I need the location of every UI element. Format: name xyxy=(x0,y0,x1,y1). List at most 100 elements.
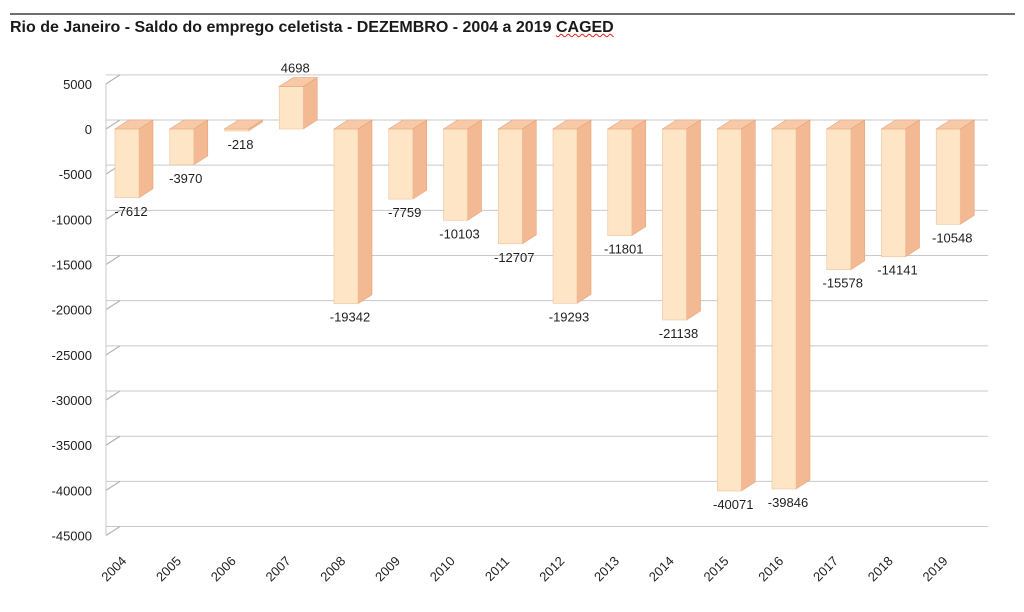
x-tick-label: 2015 xyxy=(701,553,732,584)
bar-top xyxy=(278,77,319,87)
x-tick-label: 2009 xyxy=(372,553,403,584)
bar-top xyxy=(223,119,264,130)
bar-side xyxy=(850,119,866,271)
bar-2016 xyxy=(770,119,812,490)
gridline-floor xyxy=(105,209,121,220)
bar-front xyxy=(662,128,687,321)
x-tick-label: 2010 xyxy=(427,553,458,584)
x-tick-label: 2006 xyxy=(208,553,239,584)
bar-2009 xyxy=(387,119,428,200)
bar-top xyxy=(770,119,812,130)
bar-top xyxy=(661,119,702,130)
bar-front xyxy=(388,128,414,200)
y-tick-label: -25000 xyxy=(52,348,92,363)
title-top-rule xyxy=(10,13,1015,15)
y-tick-label: -30000 xyxy=(52,393,92,408)
bar-side xyxy=(576,119,592,304)
y-tick-label: -40000 xyxy=(52,483,92,498)
bar-2019 xyxy=(935,119,976,225)
bar-side xyxy=(521,119,537,245)
gridline-floor xyxy=(105,255,121,266)
bar-2008 xyxy=(332,119,374,305)
y-tick-label: 0 xyxy=(85,122,92,137)
bar-front xyxy=(169,128,195,166)
data-label: -14141 xyxy=(877,263,917,278)
y-tick-label: -15000 xyxy=(52,258,92,273)
bar-2013 xyxy=(606,119,647,237)
y-axis-ticks: 5000 0 -5000 -10000 -15000 -20000 -25000 -30000… xyxy=(52,77,92,544)
bar-front xyxy=(716,128,742,492)
data-labels: -7612 -3970 -218 4698 -19342 -7759 -10103 -1270… xyxy=(114,61,972,512)
bar-top xyxy=(332,119,374,130)
y-tick-label: -45000 xyxy=(52,529,92,544)
bar-2014 xyxy=(661,119,702,321)
bar-top xyxy=(825,119,866,130)
y-tick-label: -20000 xyxy=(52,303,92,318)
gridline-floor xyxy=(105,119,121,130)
x-axis-ticks: 2004 2005 2006 2007 2008 2009 2010 2011 2012 2013… xyxy=(98,553,950,584)
x-tick-label: 2016 xyxy=(755,553,786,584)
gridline-floor xyxy=(105,435,121,446)
data-label: -19342 xyxy=(330,310,370,325)
bars xyxy=(113,77,976,492)
bar-side xyxy=(905,119,920,258)
data-label: -39846 xyxy=(768,495,808,510)
bar-2005 xyxy=(168,119,209,166)
data-label: -7759 xyxy=(388,205,421,220)
x-tick-label: 2012 xyxy=(536,553,567,584)
bar-2012 xyxy=(551,119,593,304)
data-label: -19293 xyxy=(549,309,589,324)
y-tick-label: -5000 xyxy=(59,167,92,182)
gridline-floor xyxy=(105,74,121,85)
data-label: -10103 xyxy=(439,226,479,241)
y-tick-label: 5000 xyxy=(63,77,92,92)
gridline-floor xyxy=(105,345,121,356)
y-tick-label: -35000 xyxy=(52,438,92,453)
data-label: -21138 xyxy=(659,326,699,341)
bar-front xyxy=(771,128,797,490)
data-label: -10548 xyxy=(932,230,972,245)
gridline-floor xyxy=(105,300,121,311)
x-tick-label: 2008 xyxy=(317,553,348,584)
x-tick-label: 2014 xyxy=(646,553,677,584)
data-label: -3970 xyxy=(169,171,202,186)
bar-front xyxy=(497,128,523,245)
data-label: -7612 xyxy=(114,204,147,219)
bar-side xyxy=(631,119,647,237)
bar-top xyxy=(442,119,483,130)
x-tick-label: 2017 xyxy=(810,553,841,584)
bar-side xyxy=(795,119,811,490)
bar-side xyxy=(686,119,701,321)
bar-side xyxy=(467,119,482,221)
bar-front xyxy=(333,128,359,305)
bar-2017 xyxy=(825,119,866,271)
x-tick-label: 2013 xyxy=(591,553,622,584)
data-label: -40071 xyxy=(713,497,753,512)
bar-top xyxy=(935,119,976,130)
gridline-floor xyxy=(105,480,121,491)
x-tick-label: 2011 xyxy=(482,554,512,584)
bar-front xyxy=(935,128,961,225)
bar-top xyxy=(113,119,155,130)
chart-title-main: Rio de Janeiro - Saldo do emprego celeti… xyxy=(10,19,552,36)
bar-side xyxy=(959,119,975,225)
gridline-floor xyxy=(105,526,121,537)
bar-top xyxy=(387,119,428,130)
bar-top xyxy=(551,119,593,130)
bar-front xyxy=(607,128,633,236)
data-label: -11801 xyxy=(604,242,644,257)
bar-2018 xyxy=(880,119,921,258)
gridline-floor xyxy=(105,390,121,401)
bar-2010 xyxy=(442,119,483,221)
bar-side xyxy=(740,119,756,492)
bar-2011 xyxy=(497,119,538,245)
bar-top xyxy=(497,119,538,130)
bar-side xyxy=(138,119,154,199)
x-tick-label: 2004 xyxy=(98,553,129,584)
bar-front xyxy=(552,128,578,304)
bar-side xyxy=(412,119,428,200)
x-tick-label: 2005 xyxy=(153,553,184,584)
y-tick-label: -10000 xyxy=(52,212,92,227)
bar-2007 xyxy=(278,77,319,130)
